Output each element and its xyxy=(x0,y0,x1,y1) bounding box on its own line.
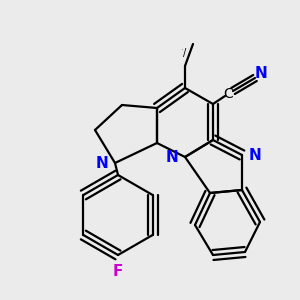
Text: F: F xyxy=(113,263,123,278)
Text: /: / xyxy=(183,48,187,58)
Text: N: N xyxy=(166,149,178,164)
Text: C: C xyxy=(223,87,233,101)
Text: N: N xyxy=(96,155,108,170)
Text: CH₃: CH₃ xyxy=(182,49,184,50)
Text: N: N xyxy=(249,148,261,163)
Text: N: N xyxy=(255,67,267,82)
